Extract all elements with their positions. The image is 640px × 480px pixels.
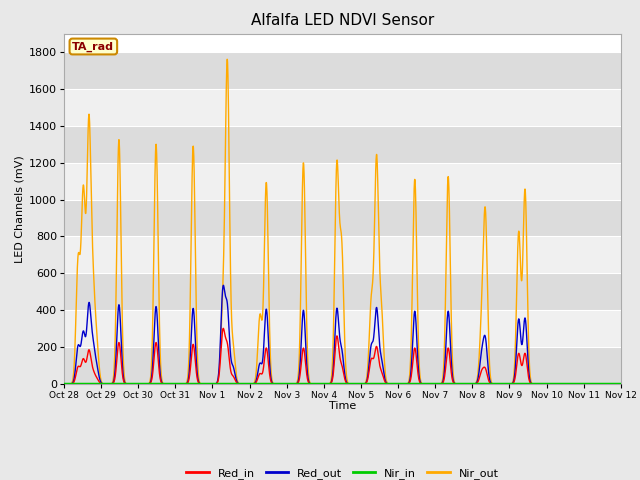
Bar	[64, 273, 621, 310]
Legend: Red_in, Red_out, Nir_in, Nir_out: Red_in, Red_out, Nir_in, Nir_out	[182, 464, 503, 480]
Bar	[64, 200, 621, 237]
X-axis label: Time: Time	[329, 401, 356, 411]
Text: TA_rad: TA_rad	[72, 41, 115, 52]
Bar	[64, 52, 621, 89]
Bar	[64, 163, 621, 200]
Bar	[64, 347, 621, 384]
Bar	[64, 89, 621, 126]
Title: Alfalfa LED NDVI Sensor: Alfalfa LED NDVI Sensor	[251, 13, 434, 28]
Y-axis label: LED Channels (mV): LED Channels (mV)	[15, 155, 25, 263]
Bar	[64, 237, 621, 273]
Bar	[64, 310, 621, 347]
Bar	[64, 126, 621, 163]
